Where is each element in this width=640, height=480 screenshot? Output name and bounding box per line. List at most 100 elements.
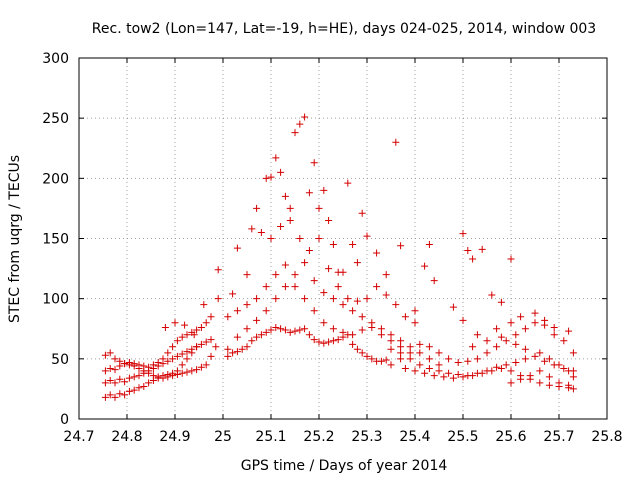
x-tick-label: 25.1 xyxy=(255,429,286,445)
data-point xyxy=(135,384,143,392)
data-point xyxy=(169,355,177,363)
data-point xyxy=(296,326,304,334)
data-point xyxy=(262,307,270,315)
data-point xyxy=(183,348,191,356)
data-point xyxy=(135,372,143,380)
y-tick-label: 200 xyxy=(42,171,69,187)
data-point xyxy=(565,367,573,375)
data-point xyxy=(507,379,515,387)
data-point xyxy=(310,336,318,344)
data-point xyxy=(121,378,129,386)
data-point xyxy=(243,325,251,333)
data-point xyxy=(121,360,129,368)
data-point xyxy=(190,331,198,339)
data-point xyxy=(353,259,361,267)
data-point xyxy=(382,356,390,364)
data-point xyxy=(421,262,429,270)
data-point xyxy=(281,261,289,269)
data-point xyxy=(358,349,366,357)
data-point xyxy=(178,350,186,358)
data-point xyxy=(197,324,205,332)
data-point xyxy=(310,307,318,315)
data-point xyxy=(233,307,241,315)
data-point xyxy=(243,343,251,351)
data-point xyxy=(267,173,275,181)
data-point xyxy=(377,331,385,339)
data-point xyxy=(140,383,148,391)
data-point xyxy=(406,349,414,357)
data-point xyxy=(483,349,491,357)
data-point xyxy=(435,367,443,375)
data-point xyxy=(173,337,181,345)
data-point xyxy=(106,349,114,357)
data-point xyxy=(387,337,395,345)
data-point xyxy=(329,295,337,303)
data-point xyxy=(173,367,181,375)
data-point xyxy=(296,235,304,242)
data-point xyxy=(382,271,390,279)
data-point xyxy=(416,340,424,348)
data-point xyxy=(411,367,419,375)
data-point xyxy=(320,186,328,194)
data-point xyxy=(406,343,414,351)
data-point xyxy=(169,343,177,351)
data-point xyxy=(253,333,261,341)
data-point xyxy=(106,376,114,384)
data-point xyxy=(363,352,371,360)
data-point xyxy=(315,235,323,242)
data-point xyxy=(178,369,186,377)
data-point xyxy=(257,228,265,236)
data-point xyxy=(560,337,568,345)
data-point xyxy=(183,368,191,376)
data-point xyxy=(325,216,333,224)
data-point xyxy=(315,204,323,212)
data-point xyxy=(536,367,544,375)
x-tick-label: 25.5 xyxy=(447,429,478,445)
data-point xyxy=(267,326,275,334)
x-tick-label: 24.8 xyxy=(111,429,142,445)
data-point xyxy=(125,361,133,369)
data-point xyxy=(541,357,549,365)
data-point xyxy=(305,331,313,339)
data-point xyxy=(202,319,210,327)
data-point xyxy=(569,373,577,381)
data-point xyxy=(373,283,381,291)
data-point xyxy=(281,192,289,200)
data-point xyxy=(488,291,496,299)
data-point xyxy=(445,355,453,363)
data-point xyxy=(159,355,167,363)
data-point xyxy=(301,295,309,303)
data-point xyxy=(358,313,366,321)
data-point xyxy=(233,333,241,341)
data-point xyxy=(101,367,109,375)
data-point xyxy=(253,204,261,212)
data-point xyxy=(320,289,328,297)
data-point xyxy=(493,343,501,351)
data-point xyxy=(253,295,261,303)
data-point xyxy=(116,357,124,365)
data-point xyxy=(212,343,220,351)
y-tick-label: 300 xyxy=(42,51,69,67)
data-point xyxy=(286,204,294,212)
data-point xyxy=(497,298,505,306)
data-point xyxy=(301,113,309,121)
x-tick-label: 24.9 xyxy=(159,429,190,445)
data-points xyxy=(101,113,577,401)
data-point xyxy=(344,295,352,303)
data-point xyxy=(272,324,280,332)
y-tick-labels: 0 50 100 150 200 250 300 xyxy=(42,51,69,428)
data-point xyxy=(387,345,395,353)
data-point xyxy=(164,349,172,357)
data-point xyxy=(253,316,261,324)
data-point xyxy=(397,349,405,357)
data-point xyxy=(416,349,424,357)
data-point xyxy=(430,277,438,285)
data-point xyxy=(377,357,385,365)
x-tick-label: 25.6 xyxy=(495,429,526,445)
data-point xyxy=(368,324,376,332)
data-point xyxy=(401,313,409,321)
data-point xyxy=(106,391,114,399)
data-point xyxy=(507,255,515,263)
data-point xyxy=(214,295,222,303)
data-point xyxy=(154,358,162,366)
